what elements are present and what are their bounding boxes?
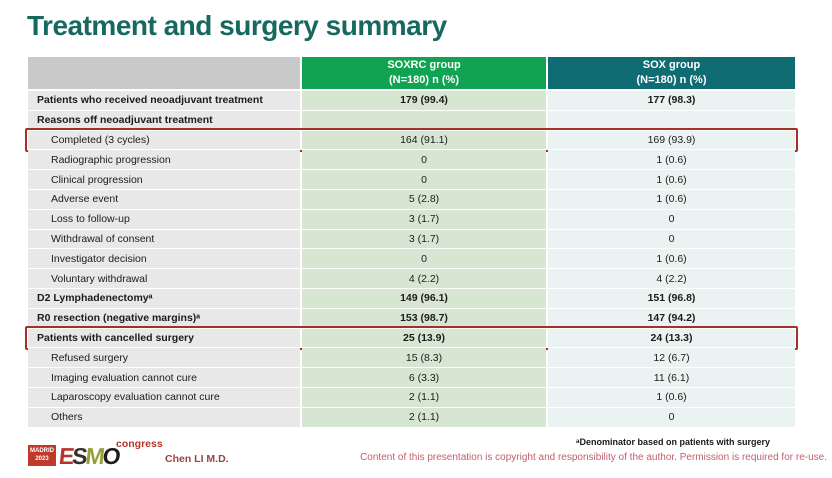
- soxrc-value: 153 (98.7): [302, 308, 546, 328]
- table-row: Investigator decision 0 1 (0.6): [28, 249, 795, 269]
- soxrc-value: 164 (91.1): [302, 130, 546, 150]
- soxrc-value: 179 (99.4): [302, 91, 546, 110]
- sox-value: 1 (0.6): [548, 387, 795, 407]
- table-row: D2 Lymphadenectomyᵃ 149 (96.1) 151 (96.8): [28, 288, 795, 308]
- row-label: Clinical progression: [28, 170, 300, 189]
- table-row: Refused surgery 15 (8.3) 12 (6.7): [28, 348, 795, 368]
- row-label: Loss to follow-up: [28, 209, 300, 229]
- sox-value: 169 (93.9): [548, 130, 795, 150]
- sox-value: 12 (6.7): [548, 348, 795, 368]
- soxrc-value: 2 (1.1): [302, 407, 546, 427]
- row-label: Completed (3 cycles): [28, 130, 300, 150]
- table-row: Completed (3 cycles) 164 (91.1) 169 (93.9): [25, 128, 798, 152]
- page-title: Treatment and surgery summary: [27, 10, 447, 41]
- soxrc-value: 3 (1.7): [302, 229, 546, 249]
- sox-value: 4 (2.2): [548, 269, 795, 288]
- row-label: Voluntary withdrawal: [28, 269, 300, 288]
- table-row: Imaging evaluation cannot cure 6 (3.3) 11 …: [28, 368, 795, 387]
- table-row: Others 2 (1.1) 0: [28, 407, 795, 427]
- sox-header-line2: (N=180) n (%): [636, 74, 707, 86]
- table-footnote: ᵃDenominator based on patients with surg…: [576, 437, 770, 447]
- sox-value: 147 (94.2): [548, 308, 795, 328]
- row-label: Patients who received neoadjuvant treatm…: [28, 91, 300, 110]
- sox-value: 1 (0.6): [548, 189, 795, 209]
- sox-value: 11 (6.1): [548, 368, 795, 387]
- table-row: Clinical progression 0 1 (0.6): [28, 170, 795, 189]
- soxrc-value: 0: [302, 170, 546, 189]
- soxrc-value: 2 (1.1): [302, 387, 546, 407]
- sox-value: 1 (0.6): [548, 249, 795, 269]
- soxrc-header-line1: SOXRC group: [387, 59, 461, 72]
- table-row: Loss to follow-up 3 (1.7) 0: [28, 209, 795, 229]
- sox-value: 151 (96.8): [548, 288, 795, 308]
- venue-city: MADRID: [30, 447, 54, 454]
- soxrc-value: 4 (2.2): [302, 269, 546, 288]
- table-row: Patients who received neoadjuvant treatm…: [28, 91, 795, 110]
- row-label: Laparoscopy evaluation cannot cure: [28, 387, 300, 407]
- sox-value: 0: [548, 209, 795, 229]
- row-label: Patients with cancelled surgery: [28, 328, 300, 348]
- venue-year: 2023: [35, 455, 49, 462]
- copyright-notice: Content of this presentation is copyrigh…: [360, 452, 827, 463]
- soxrc-value: 149 (96.1): [302, 288, 546, 308]
- row-label: Investigator decision: [28, 249, 300, 269]
- table-row: Voluntary withdrawal 4 (2.2) 4 (2.2): [28, 269, 795, 288]
- sox-value: 0: [548, 407, 795, 427]
- row-label: Adverse event: [28, 189, 300, 209]
- row-label: Refused surgery: [28, 348, 300, 368]
- sox-value: [548, 110, 795, 130]
- table-header-row: SOXRC group (N=180) n (%) SOX group (N=1…: [28, 57, 795, 89]
- table-row: Patients with cancelled surgery 25 (13.9)…: [25, 326, 798, 350]
- congress-label: congress: [116, 438, 163, 450]
- soxrc-value: 5 (2.8): [302, 189, 546, 209]
- sox-value: 0: [548, 229, 795, 249]
- table-row: Withdrawal of consent 3 (1.7) 0: [28, 229, 795, 249]
- row-label: Radiographic progression: [28, 150, 300, 170]
- soxrc-value: 6 (3.3): [302, 368, 546, 387]
- esmo-wordmark: ESMO: [58, 443, 120, 469]
- row-label: D2 Lymphadenectomyᵃ: [28, 288, 300, 308]
- table-row: R0 resection (negative margins)ᵃ 153 (98.…: [28, 308, 795, 328]
- row-label: Withdrawal of consent: [28, 229, 300, 249]
- author-name: Chen LI M.D.: [165, 453, 229, 465]
- sox-value: 1 (0.6): [548, 150, 795, 170]
- table-row: Laparoscopy evaluation cannot cure 2 (1.1…: [28, 387, 795, 407]
- row-label: Reasons off neoadjuvant treatment: [28, 110, 300, 130]
- sox-header-line1: SOX group: [642, 59, 701, 72]
- header-cell-sox: SOX group (N=180) n (%): [548, 57, 795, 89]
- row-label: Others: [28, 407, 300, 427]
- table-body: Patients who received neoadjuvant treatm…: [25, 91, 798, 427]
- esmo-congress-logo: MADRID 2023 ESMO congress: [28, 438, 163, 469]
- header-cell-blank: [28, 57, 300, 89]
- sox-value: 177 (98.3): [548, 91, 795, 110]
- header-cell-soxrc: SOXRC group (N=180) n (%): [302, 57, 546, 89]
- table-row: Adverse event 5 (2.8) 1 (0.6): [28, 189, 795, 209]
- soxrc-value: [302, 110, 546, 130]
- soxrc-value: 25 (13.9): [302, 328, 546, 348]
- madrid-2023-badge: MADRID 2023: [28, 445, 56, 466]
- soxrc-value: 15 (8.3): [302, 348, 546, 368]
- soxrc-value: 0: [302, 150, 546, 170]
- row-label: Imaging evaluation cannot cure: [28, 368, 300, 387]
- soxrc-header-line2: (N=180) n (%): [389, 74, 459, 86]
- table-row: Reasons off neoadjuvant treatment: [28, 110, 795, 130]
- row-label: R0 resection (negative margins)ᵃ: [28, 308, 300, 328]
- sox-value: 24 (13.3): [548, 328, 795, 348]
- table-row: Radiographic progression 0 1 (0.6): [28, 150, 795, 170]
- summary-table: SOXRC group (N=180) n (%) SOX group (N=1…: [25, 57, 798, 428]
- soxrc-value: 3 (1.7): [302, 209, 546, 229]
- sox-value: 1 (0.6): [548, 170, 795, 189]
- soxrc-value: 0: [302, 249, 546, 269]
